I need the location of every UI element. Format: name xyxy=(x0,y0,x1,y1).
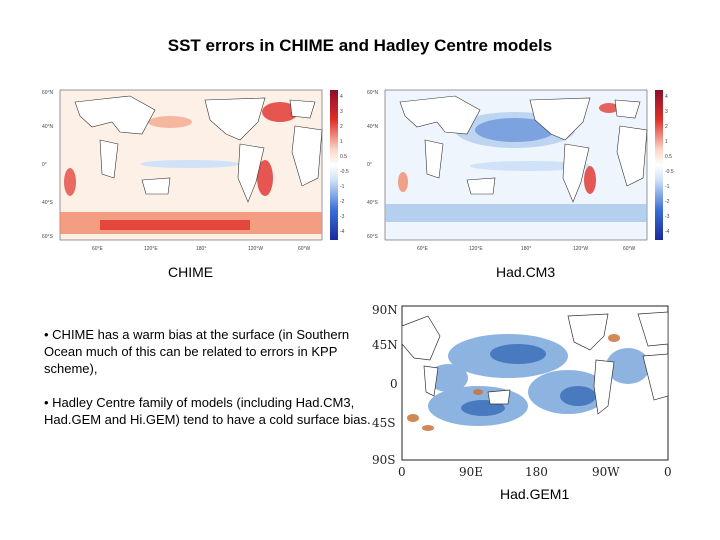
lon-label: 60°W xyxy=(298,246,311,252)
colorbar-tick: 4 xyxy=(340,94,343,100)
lon-label: 90E xyxy=(459,465,483,479)
lon-label: 90W xyxy=(592,465,620,479)
colorbar-tick: 0.5 xyxy=(340,154,347,160)
hadcm3-sst-map: 60°N 40°N 0° 40°S 60°S 60°E 120°E 180° 1… xyxy=(367,89,674,252)
colorbar-tick: -2 xyxy=(340,199,345,205)
lon-label: 60°E xyxy=(417,246,429,252)
hadgem1-sst-map: 90N 45N 0 45S 90S 0 90E 180 90W 0 xyxy=(372,303,672,479)
lat-label: 90S xyxy=(372,453,396,467)
bullet-chime: • CHIME has a warm bias at the surface (… xyxy=(44,327,350,376)
lon-label: 120°W xyxy=(248,246,263,252)
lat-label: 40°S xyxy=(42,200,54,206)
hadcm3-caption: Had.CM3 xyxy=(496,264,556,280)
colorbar-tick: 2 xyxy=(340,124,343,130)
colorbar-tick: 2 xyxy=(665,124,668,130)
lon-label: 60°E xyxy=(92,246,104,252)
hadgem1-lon-labels: 0 90E 180 90W 0 xyxy=(398,465,672,479)
chime-colorbar-ticks: 4 3 2 1 0.5 -0.5 -1 -2 -3 -4 xyxy=(340,94,349,235)
chime-colorbar xyxy=(330,90,338,240)
bullet-hadley: • Hadley Centre family of models (includ… xyxy=(44,395,371,427)
colorbar-tick: 4 xyxy=(665,94,668,100)
hadcm3-colorbar xyxy=(655,90,663,240)
lat-label: 40°N xyxy=(367,124,379,130)
chime-lat-labels: 60°N 40°N 0° 40°S 60°S xyxy=(42,90,54,240)
lat-label: 40°S xyxy=(367,200,379,206)
lon-label: 0 xyxy=(398,465,406,479)
lat-label: 0° xyxy=(367,162,372,168)
colorbar-tick: -1 xyxy=(340,184,345,190)
lon-label: 120°E xyxy=(469,246,483,252)
lat-label: 45S xyxy=(372,416,396,430)
hadcm3-peru-warm xyxy=(584,166,596,194)
lon-label: 180 xyxy=(525,465,548,479)
page-title: SST errors in CHIME and Hadley Centre mo… xyxy=(167,36,553,55)
hadgem1-lat-labels: 90N 45N 0 45S 90S xyxy=(372,303,398,467)
colorbar-tick: 0.5 xyxy=(665,154,672,160)
hadgem1-continents xyxy=(401,311,669,415)
lat-label: 0 xyxy=(390,377,398,391)
colorbar-tick: 3 xyxy=(665,109,668,115)
lat-label: 60°N xyxy=(42,90,54,96)
colorbar-tick: -1 xyxy=(665,184,670,190)
lon-label: 120°W xyxy=(573,246,588,252)
hadcm3-lat-labels: 60°N 40°N 0° 40°S 60°S xyxy=(367,90,379,240)
chime-lon-labels: 60°E 120°E 180° 120°W 60°W xyxy=(92,246,311,252)
colorbar-tick: 1 xyxy=(340,139,343,145)
colorbar-tick: -2 xyxy=(665,199,670,205)
colorbar-tick: -0.5 xyxy=(665,169,674,175)
lat-label: 60°S xyxy=(42,234,54,240)
hadcm3-lon-labels: 60°E 120°E 180° 120°W 60°W xyxy=(417,246,636,252)
colorbar-tick: -0.5 xyxy=(340,169,349,175)
lon-label: 0 xyxy=(664,465,672,479)
hadcm3-southern-cold xyxy=(385,204,647,222)
lon-label: 60°W xyxy=(623,246,636,252)
lat-label: 0° xyxy=(42,162,47,168)
chime-sst-map: 60°N 40°N 0° 40°S 60°S 60°E 120°E 180° 1… xyxy=(42,89,349,252)
hadcm3-colorbar-ticks: 4 3 2 1 0.5 -0.5 -1 -2 -3 -4 xyxy=(665,94,674,235)
colorbar-tick: -3 xyxy=(340,214,345,220)
lat-label: 45N xyxy=(372,338,398,352)
lat-label: 40°N xyxy=(42,124,54,130)
chime-gulf-stream-warm xyxy=(262,102,298,122)
lon-label: 180° xyxy=(196,246,206,252)
lon-label: 180° xyxy=(521,246,531,252)
colorbar-tick: -4 xyxy=(340,229,345,235)
hadcm3-continents xyxy=(399,95,648,203)
lat-label: 60°N xyxy=(367,90,379,96)
lat-label: 90N xyxy=(372,303,398,317)
chime-caption: CHIME xyxy=(168,264,214,280)
lat-label: 60°S xyxy=(367,234,379,240)
colorbar-tick: 1 xyxy=(665,139,668,145)
colorbar-tick: -3 xyxy=(665,214,670,220)
bullet-list: • CHIME has a warm bias at the surface (… xyxy=(44,326,374,445)
colorbar-tick: 3 xyxy=(340,109,343,115)
colorbar-tick: -4 xyxy=(665,229,670,235)
lon-label: 120°E xyxy=(144,246,158,252)
chime-continents xyxy=(74,95,323,203)
hadgem1-caption: Had.GEM1 xyxy=(500,486,570,502)
